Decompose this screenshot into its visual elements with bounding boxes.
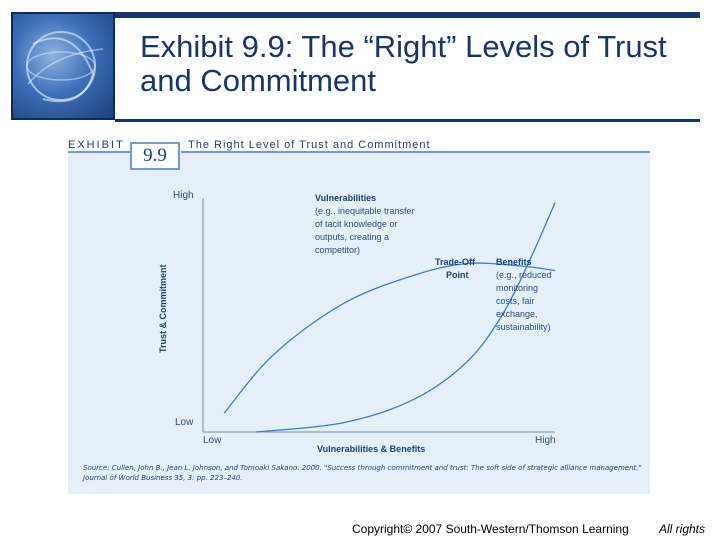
title-rule-bottom [115,119,700,122]
exhibit-number: 9.9 [130,142,180,170]
trade-off-point-label: Trade-Off Point [435,257,478,280]
exhibit-title: The Right Level of Trust and Commitment [188,139,431,151]
benefits-label: Benefits [496,257,532,267]
rights-text: All rights [659,522,706,536]
copyright-text: Copyright© 2007 South-Western/Thomson Le… [352,522,629,536]
vulnerabilities-label: Vulnerabilities [315,193,376,203]
y-tick-high: High [173,190,194,201]
globe-logo [11,12,115,120]
globe-swirl-icon [26,31,104,103]
x-tick-high: High [535,435,556,446]
exhibit-rule-left [68,151,130,153]
vulnerabilities-curve [255,202,556,433]
chart-panel [68,153,650,494]
title-rule-top [115,12,700,18]
y-axis-label: Trust & Commitment [158,264,168,353]
vulnerabilities-note: (e.g., inequitable transfer of tacit kno… [315,206,417,255]
x-tick-low: Low [203,435,222,446]
y-tick-low: Low [175,417,194,428]
source-citation: Source: Cullen, John B., Jean L. Johnson… [83,464,642,482]
slide-title: Exhibit 9.9: The “Right” Levels of Trust… [140,29,667,98]
x-axis-label: Vulnerabilities & Benefits [317,444,425,454]
exhibit-rule-right [181,151,650,153]
benefits-note: (e.g., reduced monitoring costs, fair ex… [496,270,554,332]
benefits-curve [223,262,556,414]
exhibit-label: EXHIBIT [68,139,125,151]
